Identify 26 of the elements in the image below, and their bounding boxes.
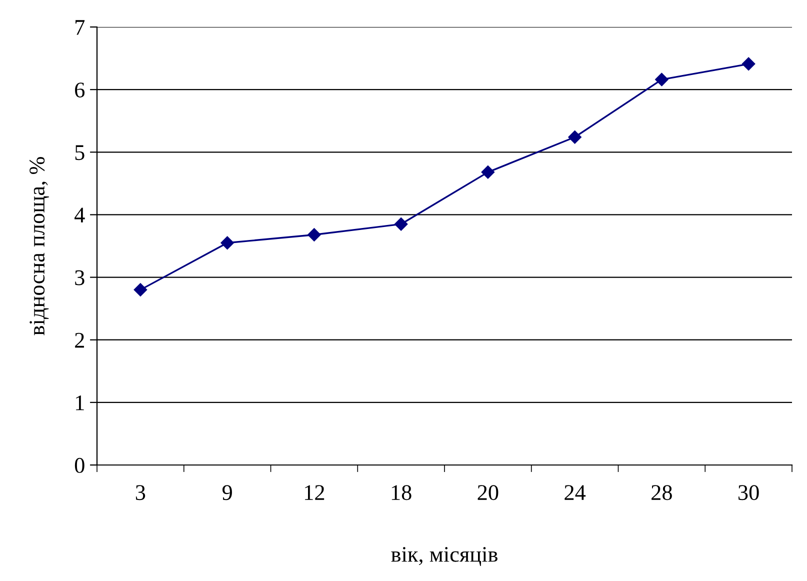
y-tick-label: 6 [75,82,85,98]
y-tick-label: 5 [75,145,84,160]
point [481,166,495,179]
x-tick-label: 18 [392,485,412,500]
point [742,57,756,71]
y-tick-label: 3 [75,270,84,286]
x-tick-label: 3 [136,485,146,500]
x-tick-label: 30 [738,485,759,500]
point [220,236,234,250]
point [394,218,408,231]
x-tick-label: 28 [652,485,672,500]
point [655,72,668,86]
x-axis-title: вік, місяців [391,546,498,566]
y-tick-label: 1 [76,395,84,410]
y-tick-label: 7 [76,20,85,35]
y-axis-title: відносна площа, % [30,157,49,336]
point [308,228,321,242]
y-tick-label: 2 [75,332,84,348]
y-tick-label: 0 [74,458,84,473]
x-tick-label: 20 [478,485,498,500]
x-tick-label: 24 [564,485,586,500]
point [568,130,582,144]
x-tick-label: 9 [222,485,232,500]
point [134,283,148,296]
y-tick-label: 4 [74,208,85,222]
x-tick-label: 12 [305,485,324,500]
